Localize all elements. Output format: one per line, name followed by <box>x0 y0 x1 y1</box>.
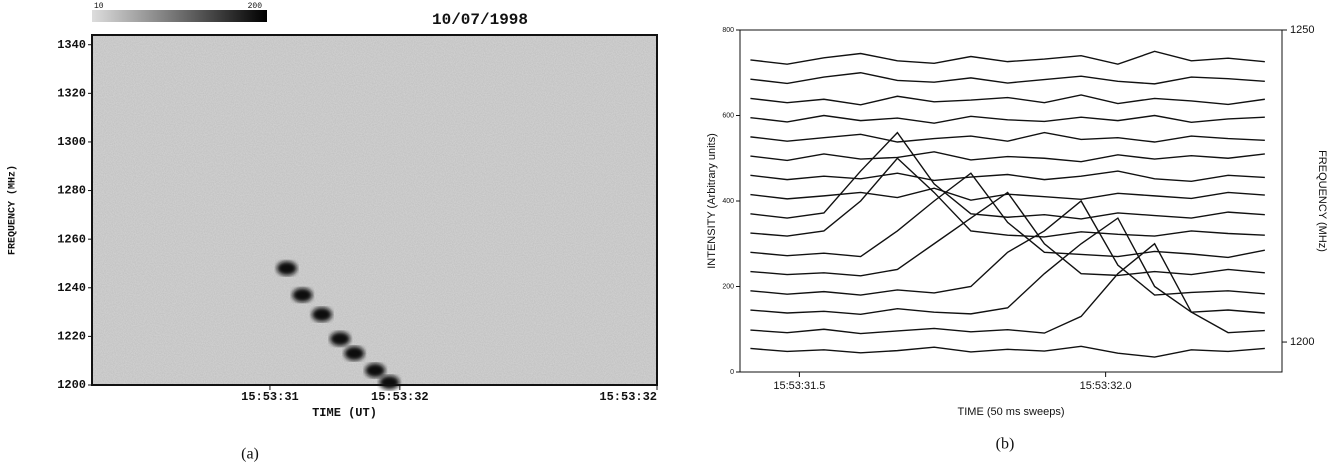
sweep-line <box>750 172 1265 259</box>
chart-title: 10/07/1998 <box>432 11 528 29</box>
y-tick-label: 0 <box>730 369 734 376</box>
y-tick-label: 400 <box>722 198 734 205</box>
y-axis-label: INTENSITY (Arbitrary units) <box>706 133 718 269</box>
y-axis-label: FREQUENCY (MHz) <box>7 165 19 255</box>
sweep-line <box>750 151 1265 163</box>
sweep-line <box>750 345 1265 358</box>
panel: 1200 1250 FREQUENCY (MHz) 0 200 400 600 800 15:5… <box>706 24 1328 453</box>
x-tick-label: 15:53:31.5 <box>773 380 825 392</box>
y-tick-label: 1320 <box>57 87 86 101</box>
x-tick-label: 15:53:32.0 <box>1080 380 1132 392</box>
y2-tick-label: 1200 <box>1290 336 1314 348</box>
y-tick-label: 1220 <box>57 330 86 344</box>
colorbar-label: 10 <box>94 2 104 11</box>
colorbar-label: 200 <box>248 2 263 11</box>
panel-caption: (b) <box>996 436 1015 453</box>
sweep-line <box>750 199 1265 296</box>
plot-frame <box>91 34 658 386</box>
x-tick-label: 15:53:32 <box>371 390 429 404</box>
y-tick-label: 600 <box>722 112 734 119</box>
y-tick-label: 800 <box>722 27 734 34</box>
burst-blob <box>330 331 351 346</box>
panel-caption: (a) <box>241 446 259 463</box>
burst-blob <box>276 261 297 276</box>
sweep-line <box>750 131 1265 220</box>
y-tick-label: 1260 <box>57 232 86 246</box>
burst-blob <box>365 363 386 378</box>
sweep-line <box>750 170 1265 183</box>
sweep-line <box>750 72 1265 85</box>
sweep-line <box>750 217 1265 315</box>
y2-tick-label: 1250 <box>1290 24 1314 36</box>
y-tick-label: 1300 <box>57 135 86 149</box>
sweep-line <box>750 187 1265 201</box>
y-tick-label: 1340 <box>57 38 86 52</box>
y-tick-label: 200 <box>722 283 734 290</box>
spectrogram-noise <box>92 35 657 385</box>
colorbar <box>92 10 267 22</box>
y2-axis-label: FREQUENCY (MHz) <box>1316 150 1328 252</box>
x-axis-label: TIME (UT) <box>312 406 377 420</box>
sweep-line <box>750 94 1265 106</box>
x-tick-label: 15:53:31 <box>241 390 299 404</box>
sweep-line <box>750 114 1265 124</box>
burst-blob <box>311 307 332 322</box>
x-axis-label: TIME (50 ms sweeps) <box>958 406 1065 418</box>
x-tick-label: 15:53:32 <box>599 390 657 404</box>
sweep-line <box>750 50 1265 65</box>
burst-blob <box>344 346 365 361</box>
panel: 10 200 10/07/1998 1200 1220 1240 1260 1280 1300 1… <box>7 2 658 463</box>
sweep-line <box>750 191 1265 277</box>
burst-blob <box>379 375 400 390</box>
y-tick-label: 1280 <box>57 184 86 198</box>
burst-blob <box>292 288 313 303</box>
sweep-line <box>750 131 1265 143</box>
sweep-line <box>750 242 1265 335</box>
sweep-line <box>750 157 1265 238</box>
y-tick-label: 1200 <box>57 378 86 392</box>
plot-frame <box>739 29 1283 373</box>
y-tick-label: 1240 <box>57 281 86 295</box>
